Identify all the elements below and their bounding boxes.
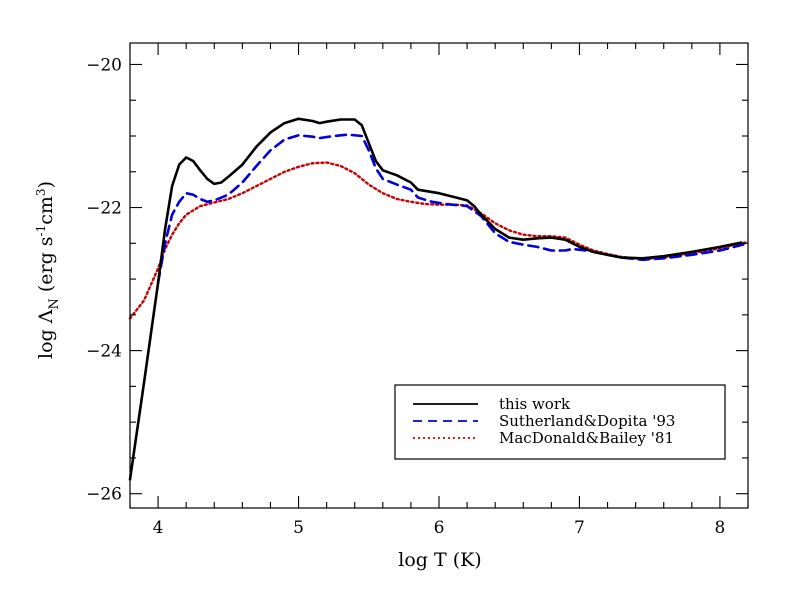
x-tick-label: 7 <box>574 518 585 538</box>
series-line-1 <box>156 133 750 284</box>
y-tick-label: −26 <box>86 485 122 505</box>
y-axis-title-prefix: log Λ <box>35 309 57 359</box>
y-axis-title: log ΛN (erg s-1cm3) <box>34 181 62 359</box>
legend-label-macdonald: MacDonald&Bailey '81 <box>499 429 674 447</box>
x-tick-label: 5 <box>293 518 304 538</box>
legend-label-this-work: this work <box>499 395 571 413</box>
legend-box <box>394 384 726 460</box>
y-axis-title-exp1: -1 <box>34 225 48 237</box>
plot-lines <box>128 117 750 481</box>
x-axis-title: log T (K) <box>398 549 481 571</box>
legend-label-sutherland: Sutherland&Dopita '93 <box>499 412 675 430</box>
x-tick-label: 4 <box>153 518 164 538</box>
tick-labels: 4 5 6 7 8 −26 −24 −22 −20 <box>86 55 725 538</box>
y-tick-label: −22 <box>86 199 122 219</box>
y-axis-title-units-mid: cm <box>35 196 57 225</box>
series-line-2 <box>128 161 750 320</box>
x-tick-label: 8 <box>714 518 725 538</box>
y-axis-title-units-open: (erg s <box>35 236 57 298</box>
axis-ticks <box>129 43 749 508</box>
legend: this work Sutherland&Dopita '93 MacDonal… <box>394 384 726 460</box>
y-axis-title-units-close: ) <box>35 181 57 188</box>
y-tick-label: −20 <box>86 55 122 75</box>
series-line-0 <box>128 117 743 481</box>
y-axis-title-exp2: 3 <box>34 188 48 196</box>
x-tick-label: 6 <box>434 518 445 538</box>
y-axis-title-subscript: N <box>47 298 62 309</box>
y-tick-label: −24 <box>86 342 122 362</box>
